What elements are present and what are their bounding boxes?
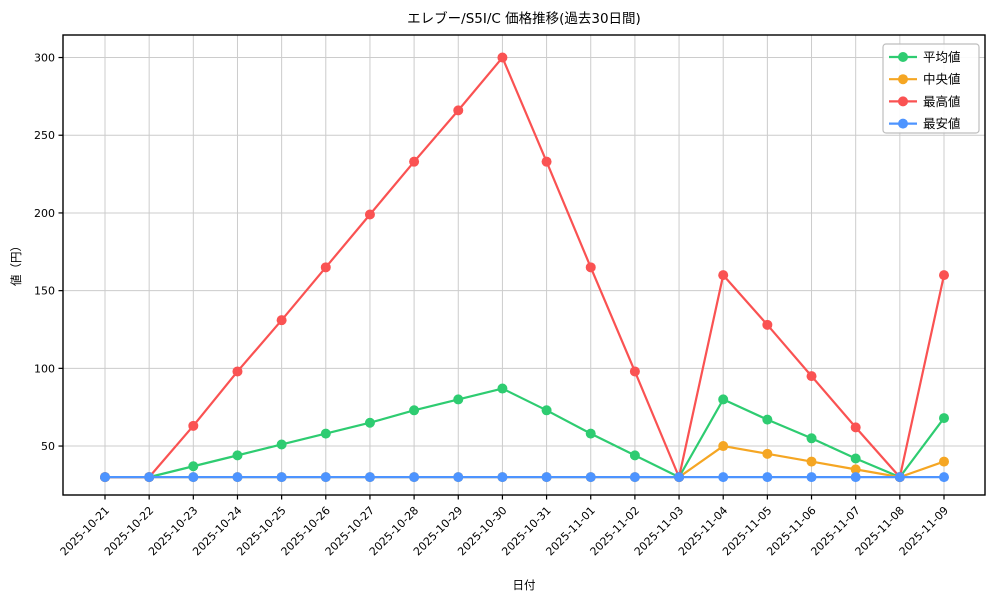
series-marker-average <box>276 439 287 450</box>
series-marker-min <box>188 472 199 483</box>
y-tick-label: 150 <box>34 285 55 298</box>
series-marker-max <box>939 270 949 281</box>
series-marker-max <box>718 270 729 281</box>
legend-item-average: 平均値 <box>889 50 961 65</box>
series-marker-average <box>762 414 773 425</box>
grid-layer <box>63 35 985 495</box>
series-marker-median <box>806 456 817 467</box>
legend-swatch-marker-median <box>898 74 908 85</box>
legend-label-average: 平均値 <box>923 50 961 65</box>
series-line-median <box>103 444 946 479</box>
series-marker-max <box>409 156 420 167</box>
series-marker-min <box>232 472 243 483</box>
series-marker-max <box>497 52 508 63</box>
series-marker-max <box>806 371 817 382</box>
series-marker-average <box>629 450 640 461</box>
series-marker-max <box>629 366 640 377</box>
series-marker-min <box>276 472 287 483</box>
series-marker-min <box>585 472 596 483</box>
series-marker-max <box>453 105 464 116</box>
legend-item-min: 最安値 <box>889 116 961 131</box>
series-marker-min <box>718 472 729 483</box>
series-marker-max <box>541 156 552 167</box>
series-marker-average <box>718 394 729 405</box>
series-max <box>100 52 949 483</box>
series-marker-min <box>144 472 155 483</box>
series-marker-average <box>188 461 199 472</box>
legend-label-median: 中央値 <box>923 72 961 87</box>
legend-item-max: 最高値 <box>889 94 961 109</box>
series-marker-min <box>629 472 640 483</box>
legend-swatch-marker-average <box>898 52 908 62</box>
series-marker-max <box>320 262 331 273</box>
series-marker-min <box>894 472 905 483</box>
y-axis-label: 値（円） <box>9 240 23 286</box>
series-marker-average <box>585 428 596 439</box>
series-marker-median <box>850 464 861 475</box>
series-layer <box>100 52 949 483</box>
y-tick-label: 250 <box>34 129 55 142</box>
series-line-max <box>103 56 946 479</box>
series-marker-min <box>100 472 110 483</box>
series-marker-max <box>232 366 243 377</box>
series-marker-min <box>497 472 508 483</box>
y-tick-label: 100 <box>34 362 55 375</box>
series-marker-min <box>453 472 464 483</box>
series-marker-min <box>409 472 420 483</box>
x-axis-label: 日付 <box>513 578 536 592</box>
tick-layer: 2025-10-212025-10-222025-10-232025-10-24… <box>34 52 951 559</box>
series-marker-max <box>188 420 199 431</box>
series-average <box>100 383 949 483</box>
series-marker-average <box>939 413 949 424</box>
series-median <box>100 441 949 483</box>
series-marker-average <box>806 433 817 444</box>
plot-frame <box>62 34 986 496</box>
series-marker-median <box>762 448 773 459</box>
y-tick-label: 300 <box>34 52 55 65</box>
legend-label-min: 最安値 <box>923 116 961 131</box>
series-marker-average <box>232 450 243 461</box>
series-marker-min <box>850 472 861 483</box>
series-marker-min <box>674 472 685 483</box>
series-marker-min <box>541 472 552 483</box>
series-marker-max <box>762 319 773 330</box>
series-marker-min <box>939 472 949 483</box>
series-marker-median <box>718 441 729 452</box>
legend-swatch-marker-min <box>898 118 908 129</box>
series-min <box>100 472 949 483</box>
series-marker-average <box>541 405 552 416</box>
series-marker-average <box>364 417 375 428</box>
series-marker-max <box>276 315 287 326</box>
series-marker-average <box>409 405 420 416</box>
y-tick-label: 200 <box>34 207 55 220</box>
series-marker-max <box>850 422 861 433</box>
legend-box <box>882 43 980 134</box>
series-marker-max <box>364 209 375 220</box>
series-marker-average <box>497 383 508 394</box>
chart-title: エレブー/S5I/C 価格推移(過去30日間) <box>407 10 641 27</box>
series-marker-min <box>364 472 375 483</box>
series-marker-min <box>762 472 773 483</box>
series-marker-median <box>939 456 949 467</box>
y-tick-label: 50 <box>41 440 55 453</box>
series-marker-max <box>585 262 596 273</box>
series-marker-min <box>320 472 331 483</box>
series-marker-min <box>806 472 817 483</box>
series-line-average <box>103 387 946 479</box>
legend-label-max: 最高値 <box>923 94 961 109</box>
series-marker-average <box>453 394 464 405</box>
legend-item-median: 中央値 <box>889 72 961 87</box>
series-marker-average <box>320 428 331 439</box>
series-marker-average <box>850 453 861 464</box>
legend-swatch-marker-max <box>898 96 908 107</box>
